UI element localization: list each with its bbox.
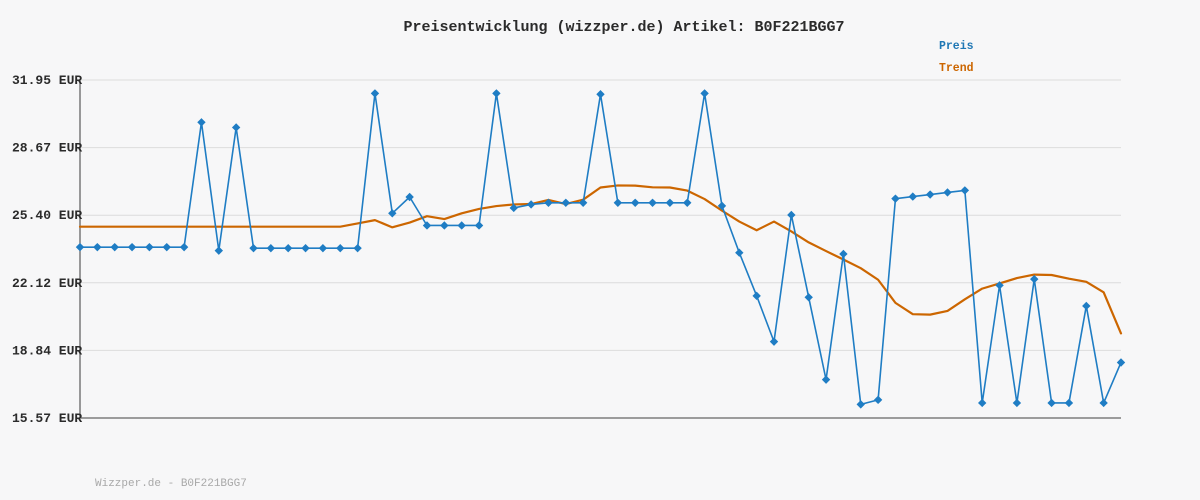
svg-text:22.12 EUR: 22.12 EUR [12,276,82,291]
svg-text:18.84 EUR: 18.84 EUR [12,343,82,358]
svg-text:31.95 EUR: 31.95 EUR [12,73,82,88]
svg-text:25.40 EUR: 25.40 EUR [12,208,82,223]
svg-text:28.67 EUR: 28.67 EUR [12,141,82,156]
svg-text:15.57 EUR: 15.57 EUR [12,411,82,426]
